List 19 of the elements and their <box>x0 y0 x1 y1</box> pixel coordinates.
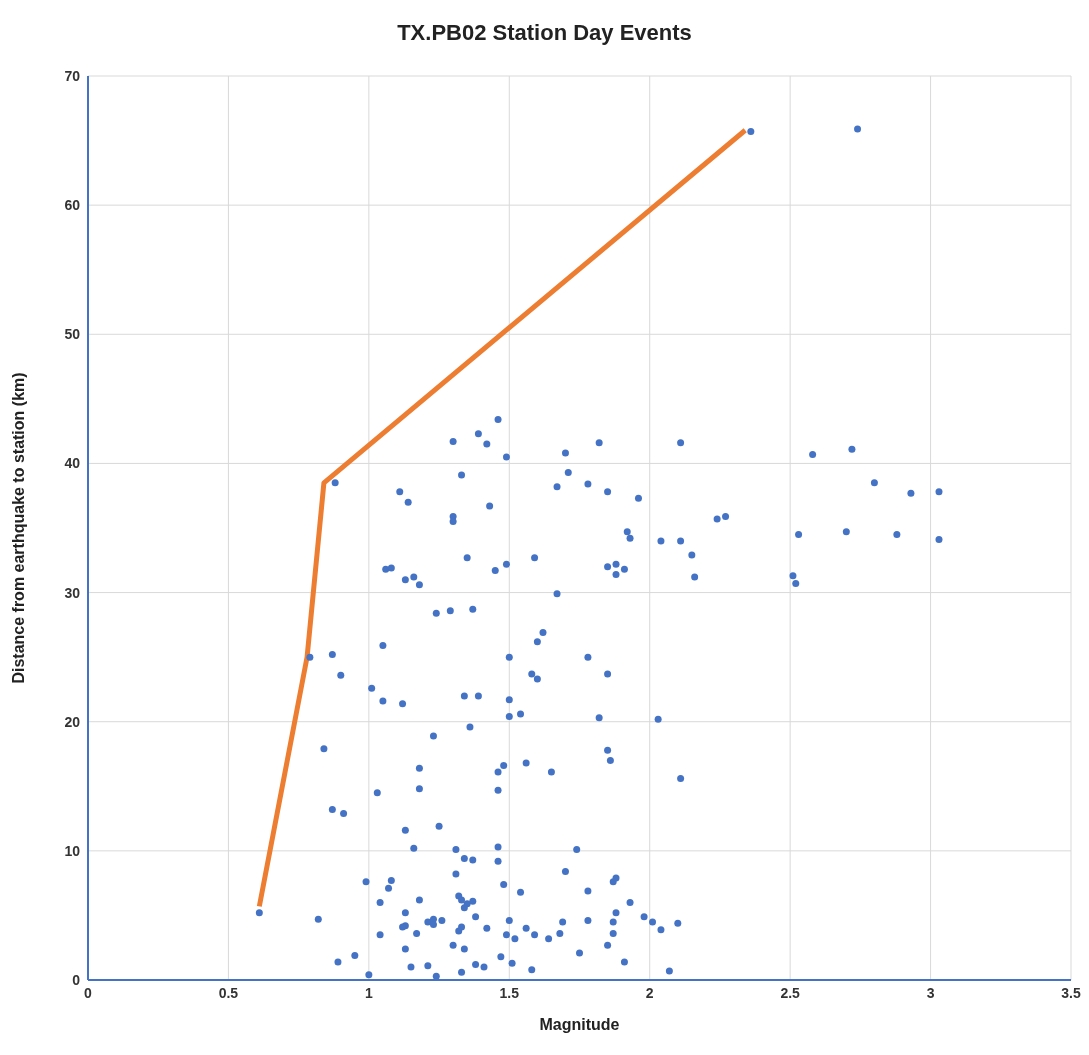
x-tick-label: 0.5 <box>218 984 239 1001</box>
y-tick-label: 40 <box>64 455 81 472</box>
chart-title: TX.PB02 Station Day Events <box>396 19 693 47</box>
x-tick-label: 3 <box>926 984 935 1001</box>
x-tick-label: 2 <box>645 984 654 1001</box>
x-tick-label: 1 <box>364 984 373 1001</box>
y-tick-label: 20 <box>64 713 81 730</box>
x-tick-label: 1.5 <box>499 984 520 1001</box>
y-tick-label: 60 <box>64 197 81 214</box>
x-tick-label: 3.5 <box>1061 984 1081 1001</box>
y-tick-label: 30 <box>64 584 81 601</box>
y-tick-label: 0 <box>72 971 81 988</box>
y-tick-label: 70 <box>64 67 81 84</box>
y-axis-title: Distance from earthquake to station (km) <box>9 372 27 684</box>
y-tick-label: 10 <box>64 842 81 859</box>
x-tick-label: 0 <box>84 984 93 1001</box>
y-tick-label: 50 <box>64 326 81 343</box>
x-tick-label: 2.5 <box>780 984 801 1001</box>
x-axis-title: Magnitude <box>539 1016 620 1033</box>
